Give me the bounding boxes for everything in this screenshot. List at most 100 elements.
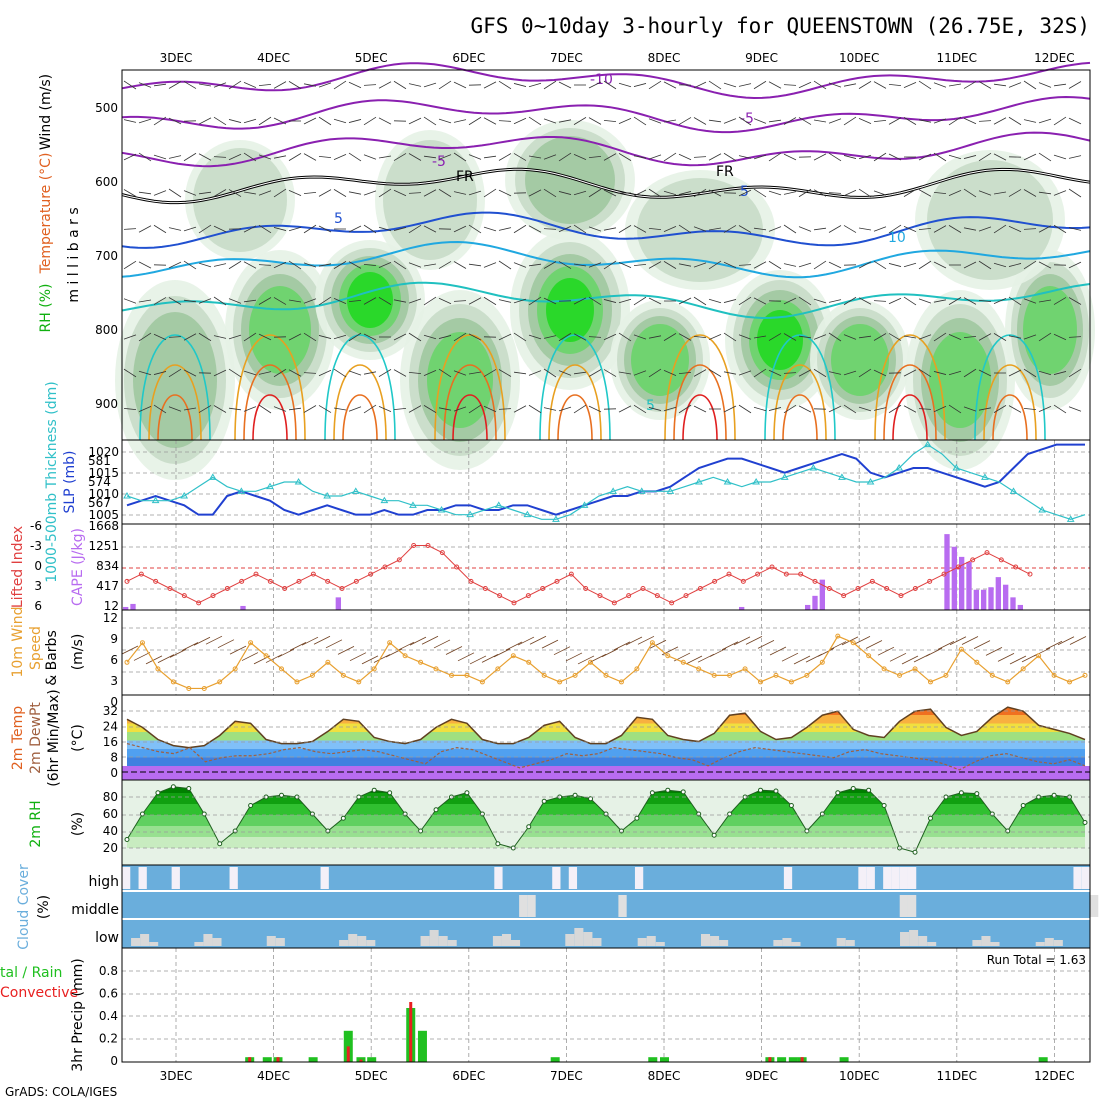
wind-barb [288, 153, 302, 161]
thickness-marker [351, 487, 360, 494]
rh-marker [788, 803, 794, 808]
cloud-low [266, 936, 276, 946]
wind-marker [835, 633, 841, 639]
cloud-low [990, 942, 1000, 946]
wind-barb [228, 407, 242, 411]
warm-contour [539, 334, 611, 441]
wind-barb [138, 406, 152, 412]
wind-barb [888, 84, 902, 86]
cape-bar [995, 577, 1001, 610]
wind-barb [1053, 154, 1067, 160]
wind-barb [363, 116, 377, 126]
wind-panel: 12 9 6 3 0 10m Wind Speed & Barbs (m/s) [10, 606, 1091, 709]
contour-label: 10 [888, 230, 906, 246]
cape-bar [130, 603, 136, 610]
wind-marker [788, 679, 794, 685]
temp-tick: 0 [110, 766, 118, 780]
wind-barb [573, 333, 587, 341]
cloud-high-clear [858, 867, 867, 889]
cloud-low [348, 934, 358, 946]
wind-barb [918, 119, 932, 123]
wind-barb [843, 334, 857, 340]
surface-wind-barb [985, 646, 1003, 656]
wind-barb [333, 407, 347, 411]
wind-marker [309, 672, 315, 678]
cloud-high-clear [883, 867, 892, 889]
wind-barb [123, 80, 137, 90]
wind-barb [828, 405, 842, 413]
wind-barb [513, 298, 527, 304]
wind-barb [873, 226, 887, 232]
wind-barb [453, 370, 467, 376]
wind-axis-label: Wind (m/s) [38, 74, 54, 150]
wind-barb [723, 405, 737, 413]
wind-barb [468, 154, 482, 160]
wind-axis-label-1: 10m Wind [10, 606, 26, 677]
wind-barb [438, 154, 452, 160]
wind-barb [423, 82, 437, 88]
wind-barb [1053, 333, 1067, 341]
precip-total-bar [648, 1057, 658, 1062]
wind-barb [768, 81, 782, 89]
wind-barb [603, 153, 617, 161]
wind-barb [588, 117, 602, 125]
rh-band [128, 826, 1085, 837]
wind-barb [393, 153, 407, 161]
wind-barb [513, 224, 527, 234]
temp-band-fill [127, 757, 1085, 766]
wind-barb [1068, 336, 1082, 338]
surface-wind-barb [157, 654, 175, 663]
date-label-bottom: 6DEC [452, 1069, 485, 1083]
wind-barb [828, 192, 842, 194]
wind-barb [678, 263, 692, 267]
wind-barb [588, 262, 602, 268]
wind-barb [138, 225, 152, 233]
wind-barb [213, 82, 227, 88]
warm-contour [333, 364, 387, 441]
lifted-marker [626, 593, 632, 599]
date-label-bottom: 9DEC [745, 1069, 778, 1083]
wind-barb [573, 154, 587, 160]
wind-barb [783, 191, 797, 195]
wind-barb [543, 228, 557, 230]
wind-marker [634, 666, 640, 672]
wind-barb [558, 370, 572, 376]
wind-barb [543, 118, 557, 124]
wind-barb [1068, 188, 1082, 198]
wind-marker [279, 666, 285, 672]
lifted-marker [583, 586, 589, 591]
wind-barb [798, 226, 812, 232]
wind-marker [1067, 679, 1073, 685]
wind-barb [288, 369, 302, 377]
wind-barb [1038, 299, 1052, 303]
wind-barb [273, 261, 287, 269]
precip-convective-bar [346, 1046, 350, 1062]
temp-axis-label-3: (6hr Min/Max) [46, 689, 62, 786]
wind-barb [693, 156, 707, 158]
wind-barb [1023, 298, 1037, 304]
wind-barb [153, 154, 167, 160]
wind-barb [513, 371, 527, 375]
wind-barb [858, 368, 872, 378]
wind-barb [498, 369, 512, 377]
wind-barb [978, 369, 992, 377]
lifted-marker [812, 578, 818, 584]
wind-barb [873, 407, 887, 411]
cloud-mid [519, 895, 528, 917]
wind-barb [1068, 117, 1082, 125]
wind-barb [978, 260, 992, 270]
wind-barb [438, 261, 452, 269]
surface-wind-barb [721, 641, 739, 651]
date-label-top: 3DEC [160, 51, 193, 65]
rh-marker [1082, 820, 1088, 825]
wind-barb [1068, 297, 1082, 305]
precip-convective-bar [248, 1057, 252, 1062]
wind-barb [723, 225, 737, 233]
wind-barb [933, 225, 947, 233]
wind-barb [633, 155, 647, 159]
wind-barb [1038, 118, 1052, 124]
wind-barb [618, 153, 632, 161]
wind-marker [758, 679, 764, 685]
wind-barb [993, 224, 1007, 234]
wind-barb [918, 260, 932, 270]
